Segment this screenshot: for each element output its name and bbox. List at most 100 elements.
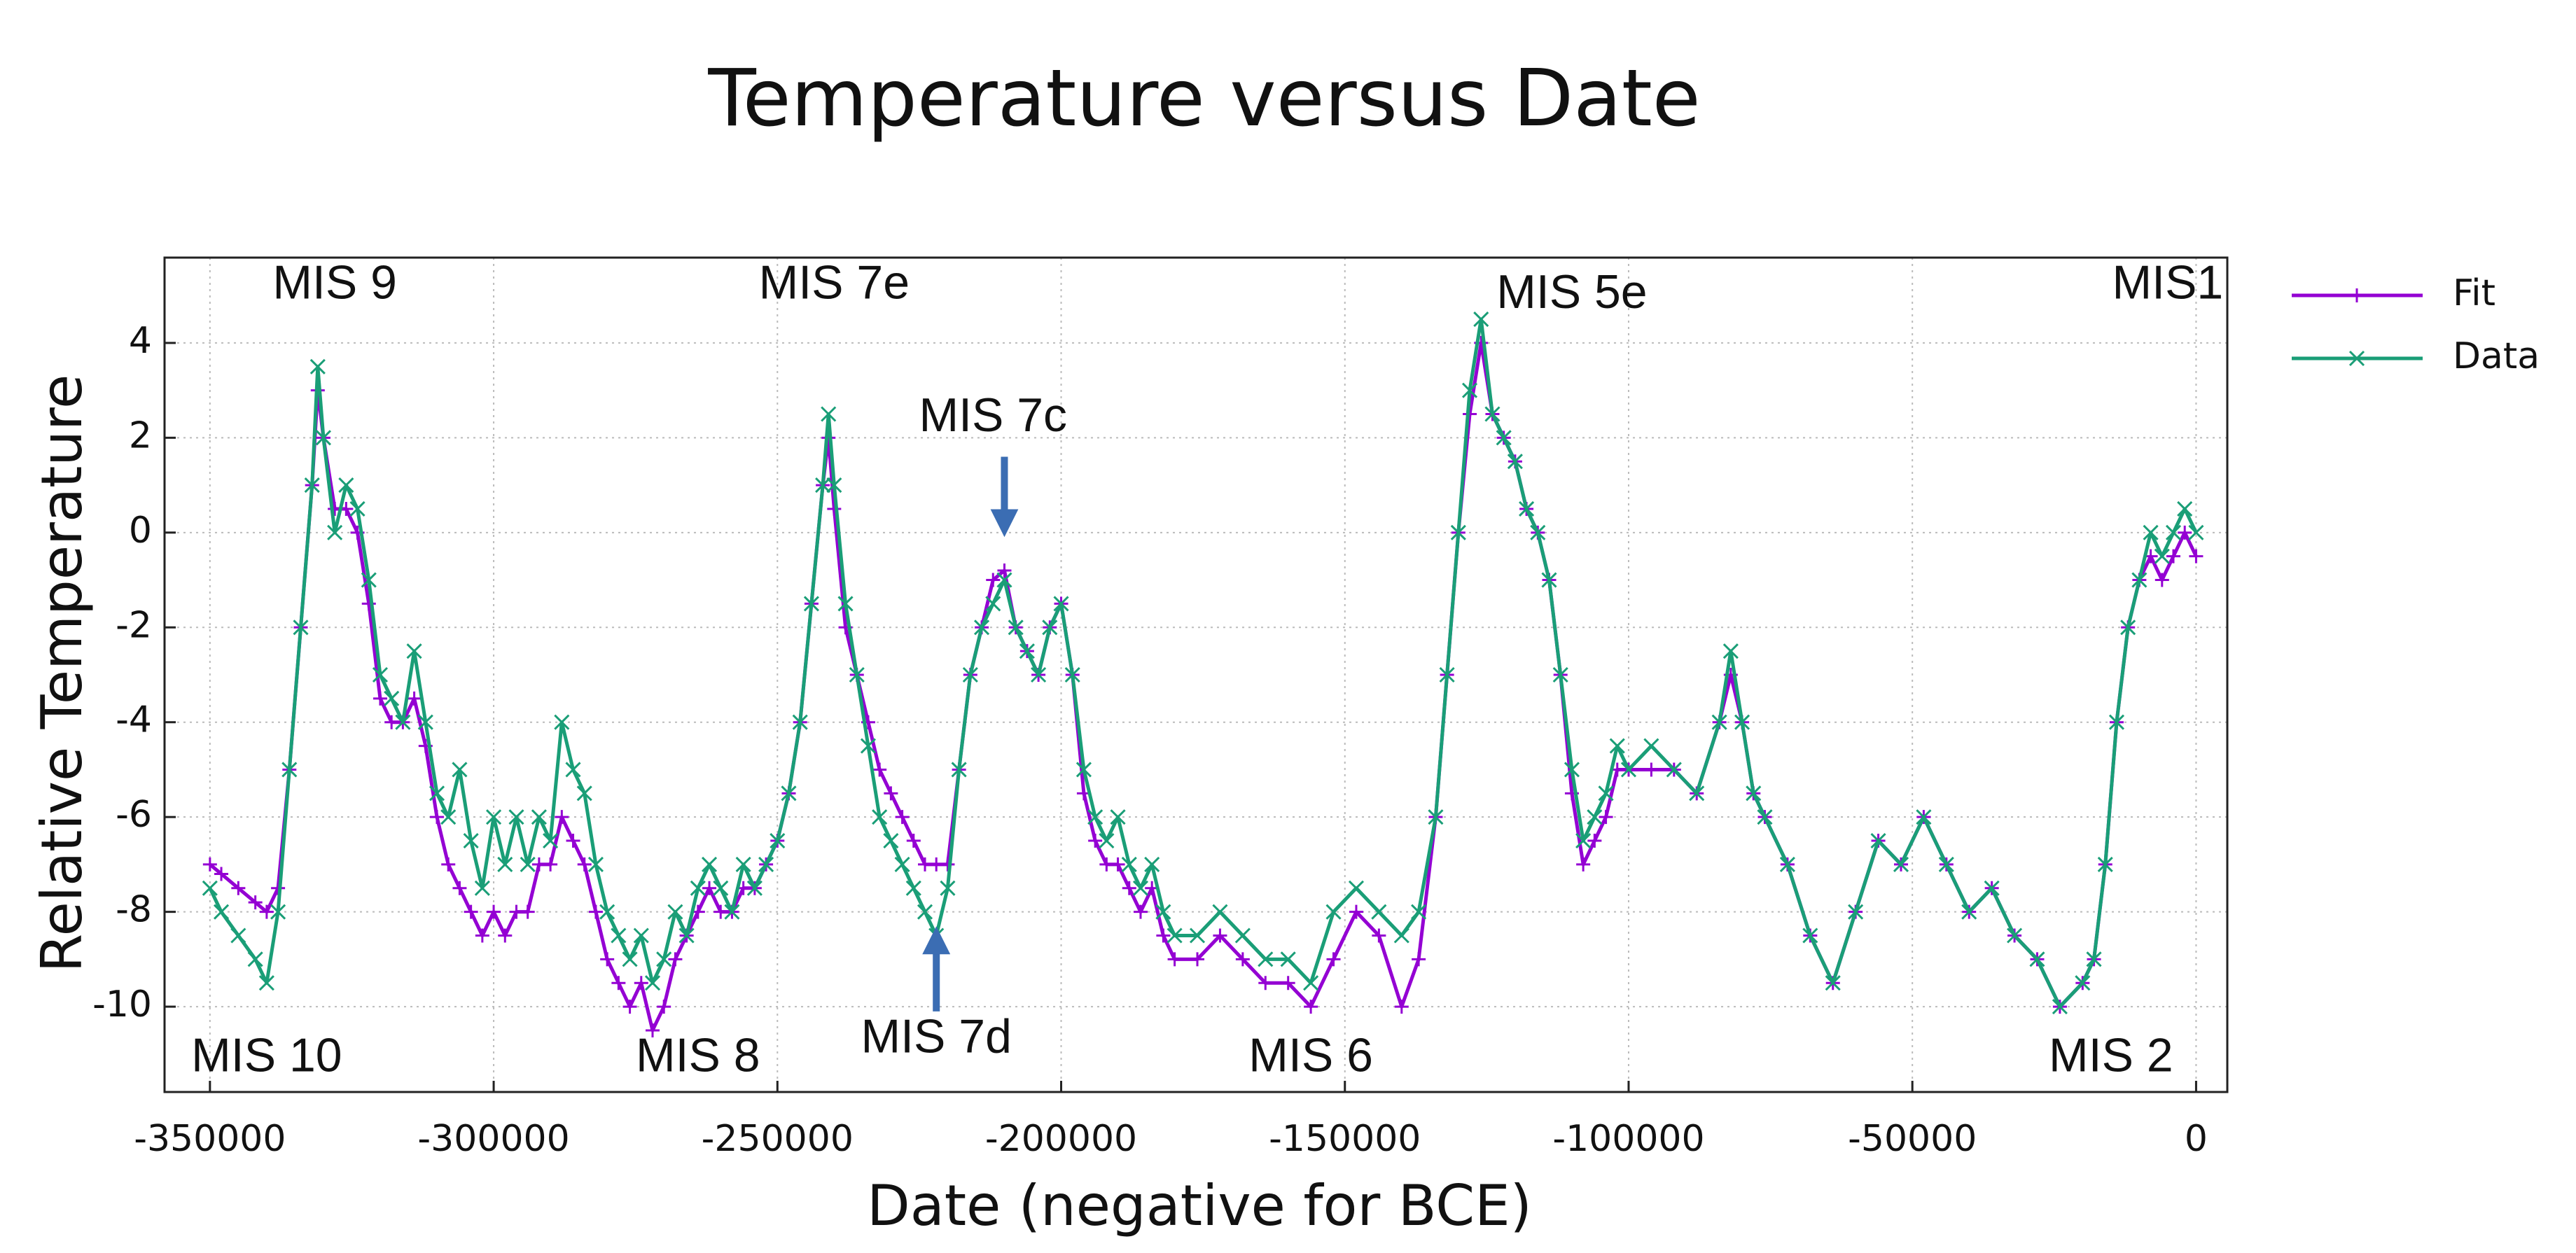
point-marker [498,928,513,943]
point-marker [2131,572,2147,588]
point-marker [1473,311,1489,328]
point-marker [1371,904,1387,920]
point-marker [258,975,274,991]
point-marker [486,809,502,825]
series-line [208,317,2198,1009]
point-marker [611,927,627,944]
point-marker [1450,524,1466,540]
point-marker [996,572,1012,588]
point-marker [349,500,365,517]
point-marker [1258,976,1273,990]
point-marker [1961,904,1977,920]
point-marker [474,880,490,896]
point-marker [770,832,786,849]
point-marker [566,834,580,848]
point-marker [1689,785,1705,802]
point-marker [1620,762,1637,778]
point-marker [384,690,400,706]
point-marker [2177,500,2193,517]
x-axis-title: Date (negative for BCE) [867,1173,1532,1238]
point-marker [1258,951,1274,967]
point-marker [1711,714,1727,730]
y-tick-label: -6 [116,794,152,836]
point-marker [1132,880,1149,896]
point-marker [895,810,910,825]
point-marker [1722,643,1739,659]
point-marker [1412,952,1426,967]
point-marker [917,904,933,920]
point-marker [1552,666,1568,683]
point-marker [270,904,286,920]
point-marker [678,927,695,944]
point-marker [214,867,229,881]
point-marker [2165,524,2182,540]
annotation: MIS 7c [919,388,1067,442]
point-marker [1110,809,1126,825]
point-marker [884,786,898,801]
point-marker [231,881,246,895]
annotation: MIS 7e [759,256,910,309]
point-marker [1325,904,1342,920]
y-tick-label: -2 [116,604,152,646]
point-marker [2029,951,2045,967]
point-marker [554,714,570,730]
point-marker [1280,951,1296,967]
point-marker [690,880,706,896]
point-marker [407,691,422,706]
point-marker [611,976,626,990]
point-marker [361,596,376,611]
point-marker [1133,904,1148,919]
point-marker [508,809,524,825]
point-marker [1019,643,1035,659]
point-marker [543,857,558,872]
y-tick-label: -10 [92,983,152,1026]
point-marker [2108,714,2125,730]
point-marker [1144,856,1160,872]
point-marker [599,904,615,920]
point-marker [1349,904,1363,919]
y-tick-label: 0 [129,510,152,552]
point-marker [452,881,467,895]
point-marker [430,810,445,825]
x-tick-label: -250000 [702,1118,854,1160]
point-marker [1111,857,1125,872]
y-tick-label: -4 [116,699,152,741]
point-marker [395,714,411,730]
point-marker [1848,904,1864,920]
point-marker [1757,809,1773,825]
plot-frame [163,256,2229,1093]
point-marker [202,880,218,896]
point-marker [644,975,661,991]
point-marker [1393,927,1409,944]
point-marker [2188,524,2204,540]
point-marker [520,856,536,872]
point-marker [372,666,389,683]
point-marker [497,856,513,872]
point-marker [1779,856,1795,872]
point-marker [905,880,921,896]
point-marker [309,358,326,374]
point-marker [985,596,1001,612]
point-marker [1541,572,1557,588]
point-marker [1564,762,1580,778]
point-marker [645,1023,660,1037]
point-marker [622,1000,637,1014]
point-marker [1802,927,1818,944]
point-marker [463,832,479,849]
point-marker [1326,952,1341,967]
point-marker [1576,857,1591,872]
point-marker [2154,548,2170,564]
point-marker [576,785,592,802]
point-marker [1372,928,1386,943]
y-tick-label: 2 [129,414,152,456]
point-marker [1099,832,1115,849]
point-marker [837,596,854,612]
y-tick-label: -8 [116,889,152,931]
point-marker [248,895,263,910]
point-marker [1644,762,1659,777]
point-marker [997,564,1012,578]
point-marker [327,524,343,540]
annotation: MIS 9 [272,256,397,309]
point-marker [633,927,649,944]
point-marker [1530,524,1546,540]
